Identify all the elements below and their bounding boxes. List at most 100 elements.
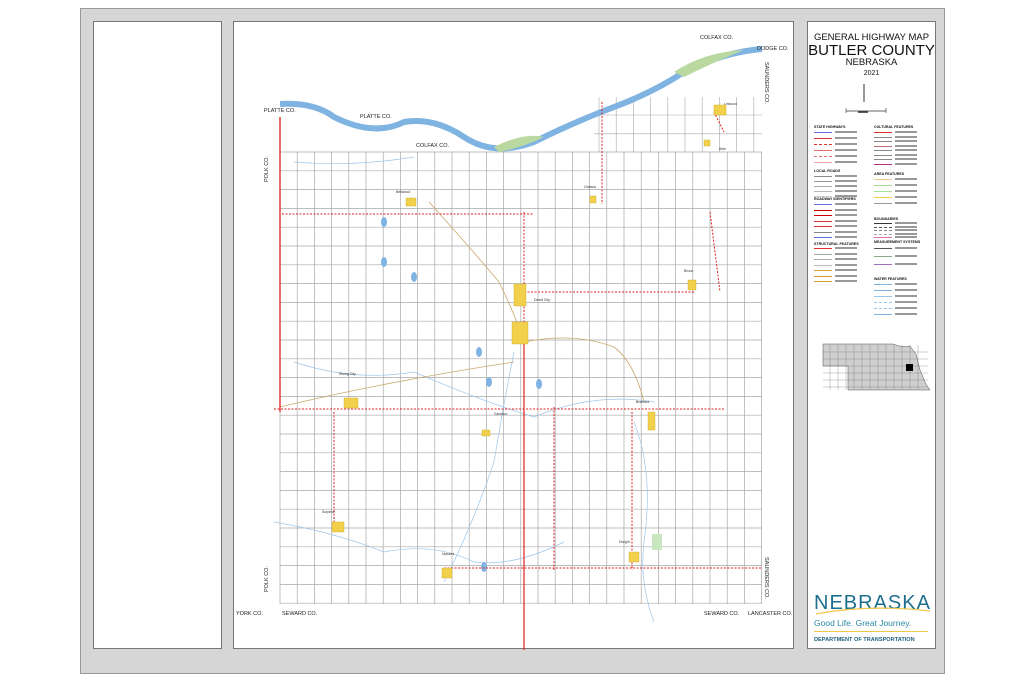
north-arrow-scale-icon xyxy=(845,84,887,113)
legend-item-text xyxy=(835,137,857,139)
legend-item-text xyxy=(895,190,917,192)
legend-symbol xyxy=(814,253,832,255)
legend-symbol xyxy=(814,226,832,227)
legend-heading: CULTURAL FEATURES xyxy=(874,125,914,129)
creek xyxy=(273,521,565,564)
town-label: Surprise xyxy=(322,510,336,514)
legend-symbol xyxy=(814,191,832,192)
lake xyxy=(481,562,487,572)
legend-item-text xyxy=(895,178,917,180)
legend-item-text xyxy=(835,143,857,145)
wildlife-area xyxy=(652,534,662,550)
state-title: NEBRASKA xyxy=(845,57,898,68)
legend-symbol xyxy=(814,237,832,238)
legend-symbol xyxy=(874,226,892,228)
legend-item-text xyxy=(895,184,917,186)
legend-item-text xyxy=(835,180,857,182)
legend-item-text xyxy=(895,196,917,198)
county-label-platte: PLATTE CO. xyxy=(360,114,392,120)
legend-symbol xyxy=(874,223,892,224)
town-area xyxy=(441,567,453,579)
legend-symbol xyxy=(814,231,832,233)
legend-heading: AREA FEATURES xyxy=(874,172,905,176)
legend-item-text xyxy=(895,232,917,235)
legend-symbol xyxy=(874,203,892,204)
town-label: Abie xyxy=(719,147,727,151)
legend-symbol xyxy=(874,163,892,165)
legend-symbol xyxy=(874,302,892,303)
legend-symbol xyxy=(874,314,892,315)
town-area xyxy=(331,521,345,533)
town-area xyxy=(511,321,529,345)
legend-symbol xyxy=(874,159,892,160)
logo-department: DEPARTMENT OF TRANSPORTATION xyxy=(814,637,915,643)
town-label: Octavia xyxy=(584,185,596,189)
legend-symbol xyxy=(814,156,832,157)
creek xyxy=(293,156,415,165)
lake xyxy=(381,257,387,267)
legend-item-text xyxy=(835,185,857,187)
legend-symbol xyxy=(814,248,832,249)
legend-symbol xyxy=(874,237,892,238)
logo-divider xyxy=(814,631,928,632)
county-map-panel[interactable]: PLATTE CO. PLATTE CO. COLFAX CO. COLFAX … xyxy=(233,21,795,650)
legend-symbol xyxy=(814,186,832,187)
legend-symbol xyxy=(814,204,832,205)
map-type-title: GENERAL HIGHWAY MAP xyxy=(813,32,930,43)
legend-symbol xyxy=(814,196,832,197)
legend-symbol xyxy=(814,144,832,145)
legend-item-text xyxy=(835,269,857,271)
legend-item-text xyxy=(835,274,857,277)
legend-symbol xyxy=(814,209,832,211)
railroad xyxy=(428,201,645,403)
legend-item-text xyxy=(835,280,857,282)
legend-item-text xyxy=(895,162,917,165)
legend-symbol xyxy=(874,284,892,285)
legend-item-text xyxy=(895,153,917,156)
legend-item-text xyxy=(895,149,917,151)
lake xyxy=(536,379,542,389)
legend-symbol xyxy=(874,154,892,156)
legend-heading: STATE HIGHWAYS xyxy=(814,125,846,129)
legend-symbol xyxy=(814,275,832,277)
town-area xyxy=(647,411,656,431)
legend-item-text xyxy=(835,214,857,216)
legend-item-text xyxy=(895,255,917,257)
town-label: Bellwood xyxy=(396,190,411,194)
legend-item-text xyxy=(835,236,857,238)
town-area xyxy=(343,397,359,409)
legend-symbol xyxy=(874,141,892,142)
creek xyxy=(633,421,655,623)
town-area xyxy=(405,197,417,207)
legend-item-text xyxy=(895,301,917,303)
map-year: 2021 xyxy=(863,70,880,77)
legend-symbol xyxy=(874,185,892,186)
lake xyxy=(381,217,387,227)
county-map[interactable] xyxy=(234,22,795,650)
state-highway xyxy=(713,111,725,133)
legend-heading: ROADWAY IDENTIFIERS xyxy=(814,197,856,201)
legend-item-text xyxy=(835,175,857,177)
county-label-polk: POLK CO. xyxy=(264,566,270,592)
town-label: Dwight xyxy=(619,540,630,544)
legend-item-text xyxy=(835,225,857,227)
town-label: Brainard xyxy=(636,400,650,404)
legend-symbol xyxy=(814,264,832,266)
legend-item-text xyxy=(835,131,857,133)
legend-symbol xyxy=(874,136,892,138)
legend-item-text xyxy=(895,229,917,231)
legend-item-text xyxy=(835,195,857,197)
legend-item-text xyxy=(895,225,917,228)
legend-item-text xyxy=(835,252,857,255)
legend-symbol xyxy=(814,162,832,163)
legend-item-text xyxy=(895,307,917,309)
legend-symbol xyxy=(814,132,832,133)
legend-symbol xyxy=(874,191,892,192)
legend-symbol xyxy=(814,138,832,139)
legend-symbol xyxy=(874,264,892,265)
legend-symbol xyxy=(874,308,892,309)
town-area xyxy=(628,551,640,563)
legend-symbol xyxy=(874,296,892,297)
county-label-saunders: SAUNDERS CO. xyxy=(763,557,769,599)
legend-item-text xyxy=(835,208,857,211)
